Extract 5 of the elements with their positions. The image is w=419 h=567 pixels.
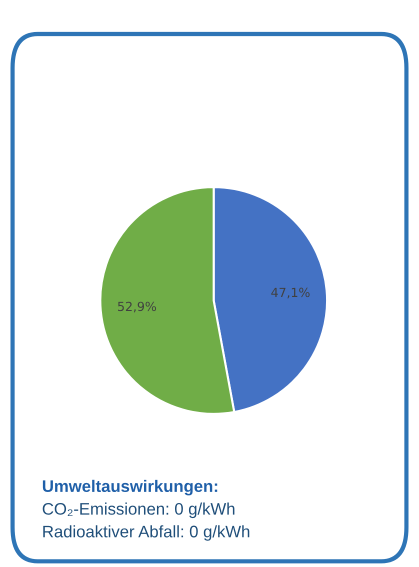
data-label: 52,9% (118, 302, 156, 312)
data-label: 47,1% (271, 288, 310, 298)
text: Umweltauswirkungen: (42, 480, 218, 496)
text: CO₂-Emissionen: 0 g/kWh (42, 502, 234, 518)
text: Radioaktiver Abfall: 0 g/kWh (43, 525, 250, 541)
